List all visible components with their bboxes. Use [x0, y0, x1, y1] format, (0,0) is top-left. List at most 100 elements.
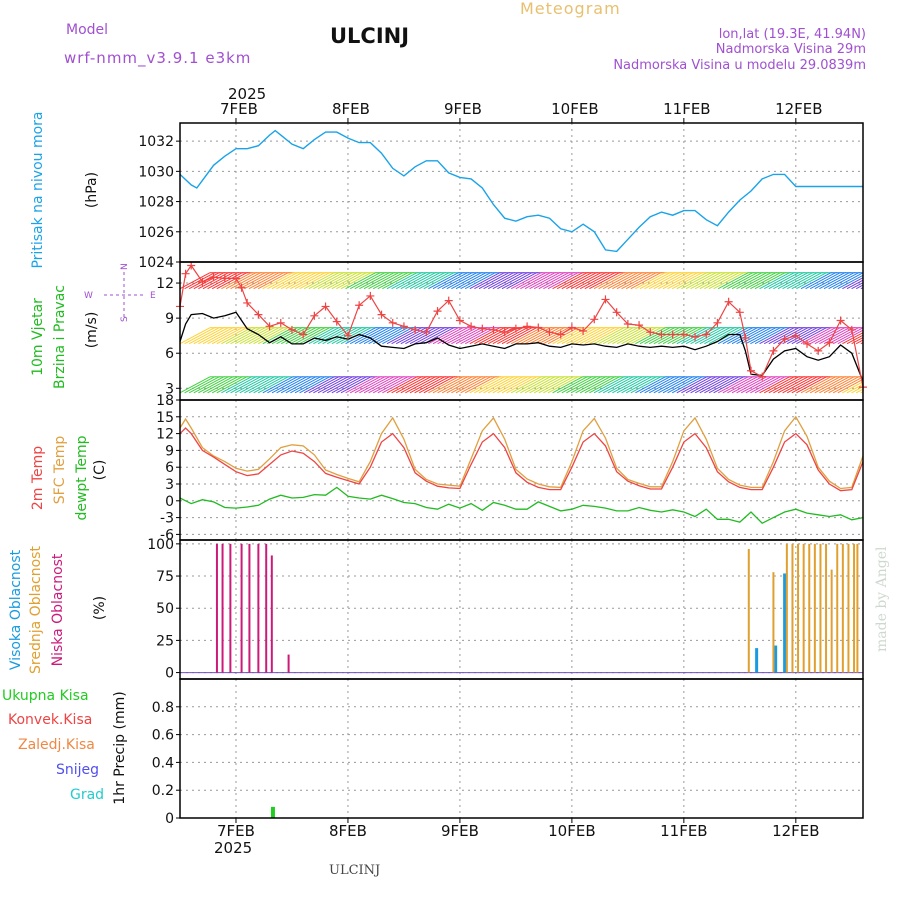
wind-barb	[552, 272, 583, 290]
wind-barb	[598, 376, 629, 394]
wind-barb	[625, 327, 657, 345]
wind-barb	[520, 376, 551, 394]
wind-barb	[368, 327, 399, 345]
wind-barb	[469, 376, 501, 394]
bottom-day-labels: 7FEB 8FEB 9FEB 10FEB 11FEB 12FEB	[217, 822, 820, 840]
wind-barb	[740, 272, 772, 290]
wind-barb	[414, 272, 445, 290]
wind-barb	[819, 327, 850, 345]
gust-marker	[181, 269, 190, 278]
gust-marker	[691, 332, 700, 341]
wind-barb	[506, 327, 537, 345]
top-day-label: 9FEB	[444, 100, 482, 118]
wind-barb	[437, 376, 468, 394]
top-day-label: 7FEB	[220, 100, 258, 118]
mid-cloud-bar	[819, 543, 822, 673]
wind-barb	[515, 327, 547, 345]
wind-barb	[754, 272, 786, 290]
high-cloud-bar	[783, 573, 787, 673]
top-day-labels: 7FEB 8FEB 9FEB 10FEB 11FEB 12FEB	[220, 100, 823, 118]
wind-barb	[777, 272, 809, 290]
mid-cloud-bar	[830, 569, 833, 673]
wind-barb	[625, 272, 657, 290]
wind-barb	[267, 272, 298, 290]
wind-barb	[487, 327, 519, 345]
wind-barb	[363, 327, 395, 345]
gust-marker	[467, 322, 476, 331]
wind-barb	[722, 376, 754, 394]
wind-barb	[851, 337, 863, 345]
wind-barb	[759, 327, 790, 345]
wind-barb	[635, 376, 666, 394]
wind-barb	[451, 327, 482, 345]
wind-barb	[395, 376, 427, 394]
wind-barb	[326, 376, 358, 394]
wind-barb	[280, 327, 312, 345]
wind-barb	[359, 327, 390, 345]
y-tick-label: 0.4	[152, 755, 174, 771]
wind-barb	[694, 272, 726, 290]
low-cloud-bar	[240, 543, 243, 673]
model-label: Model	[66, 22, 108, 38]
wind-barb	[823, 272, 855, 290]
wind-barb	[547, 327, 579, 345]
wind-barb	[188, 376, 220, 394]
wind-barb	[501, 272, 533, 290]
y-tick-label: 1026	[138, 225, 174, 241]
year-bottom: 2025	[214, 839, 252, 857]
wind-barb	[538, 327, 570, 345]
wind-barb	[313, 327, 344, 345]
y-tick-label: 50	[156, 601, 174, 617]
wind-barb	[405, 327, 436, 345]
wind-barb	[280, 272, 312, 290]
wind-barb	[354, 272, 386, 290]
wind-barb	[552, 376, 583, 394]
wind-barb	[248, 327, 280, 345]
wind-barb	[483, 272, 514, 290]
wind-barb	[487, 272, 519, 290]
wind-barb	[464, 376, 496, 394]
y-tick-label: 25	[156, 633, 174, 649]
wind-barb	[368, 376, 399, 394]
chart-title: Meteogram	[520, 0, 621, 18]
wind-barb	[441, 272, 473, 290]
wind-barb	[662, 272, 694, 290]
wind-barb	[492, 376, 524, 394]
gust-marker	[237, 283, 246, 292]
wind-barb	[386, 272, 418, 290]
y-tick-label: 1028	[138, 195, 174, 211]
wind-barb	[736, 327, 767, 345]
wind-barb	[455, 376, 487, 394]
wind-barb	[216, 376, 248, 394]
wind-barb	[478, 272, 510, 290]
wind-barb	[432, 376, 464, 394]
wind-barb	[253, 327, 284, 345]
y-tick-label: -3	[160, 511, 174, 527]
wind-barb	[193, 376, 225, 394]
wind-barb	[731, 327, 763, 345]
mid-cloud-bar	[847, 543, 850, 673]
wind-barb	[759, 376, 790, 394]
wind-barb	[349, 272, 381, 290]
wind-barb	[506, 272, 537, 290]
wind-barb	[529, 376, 560, 394]
y-tick-label: 0	[165, 666, 174, 682]
wind-barb	[409, 376, 441, 394]
wind-barb	[814, 272, 846, 290]
y-tick-label: 75	[156, 569, 174, 585]
wind-barb	[497, 327, 528, 345]
mid-cloud-bar	[802, 543, 805, 673]
wind-barb	[635, 272, 666, 290]
wind-barb	[699, 272, 731, 290]
precip-bar	[270, 806, 275, 818]
wind-barb	[391, 376, 422, 394]
wind-barb	[225, 327, 257, 345]
wind-barb	[349, 376, 381, 394]
wind-barb	[474, 376, 505, 394]
wind-barb	[510, 272, 542, 290]
wind-barb	[349, 327, 381, 345]
wind-barb	[768, 376, 800, 394]
wind-barb	[750, 376, 781, 394]
wind-barb	[796, 327, 827, 345]
wind-barb	[184, 272, 215, 290]
